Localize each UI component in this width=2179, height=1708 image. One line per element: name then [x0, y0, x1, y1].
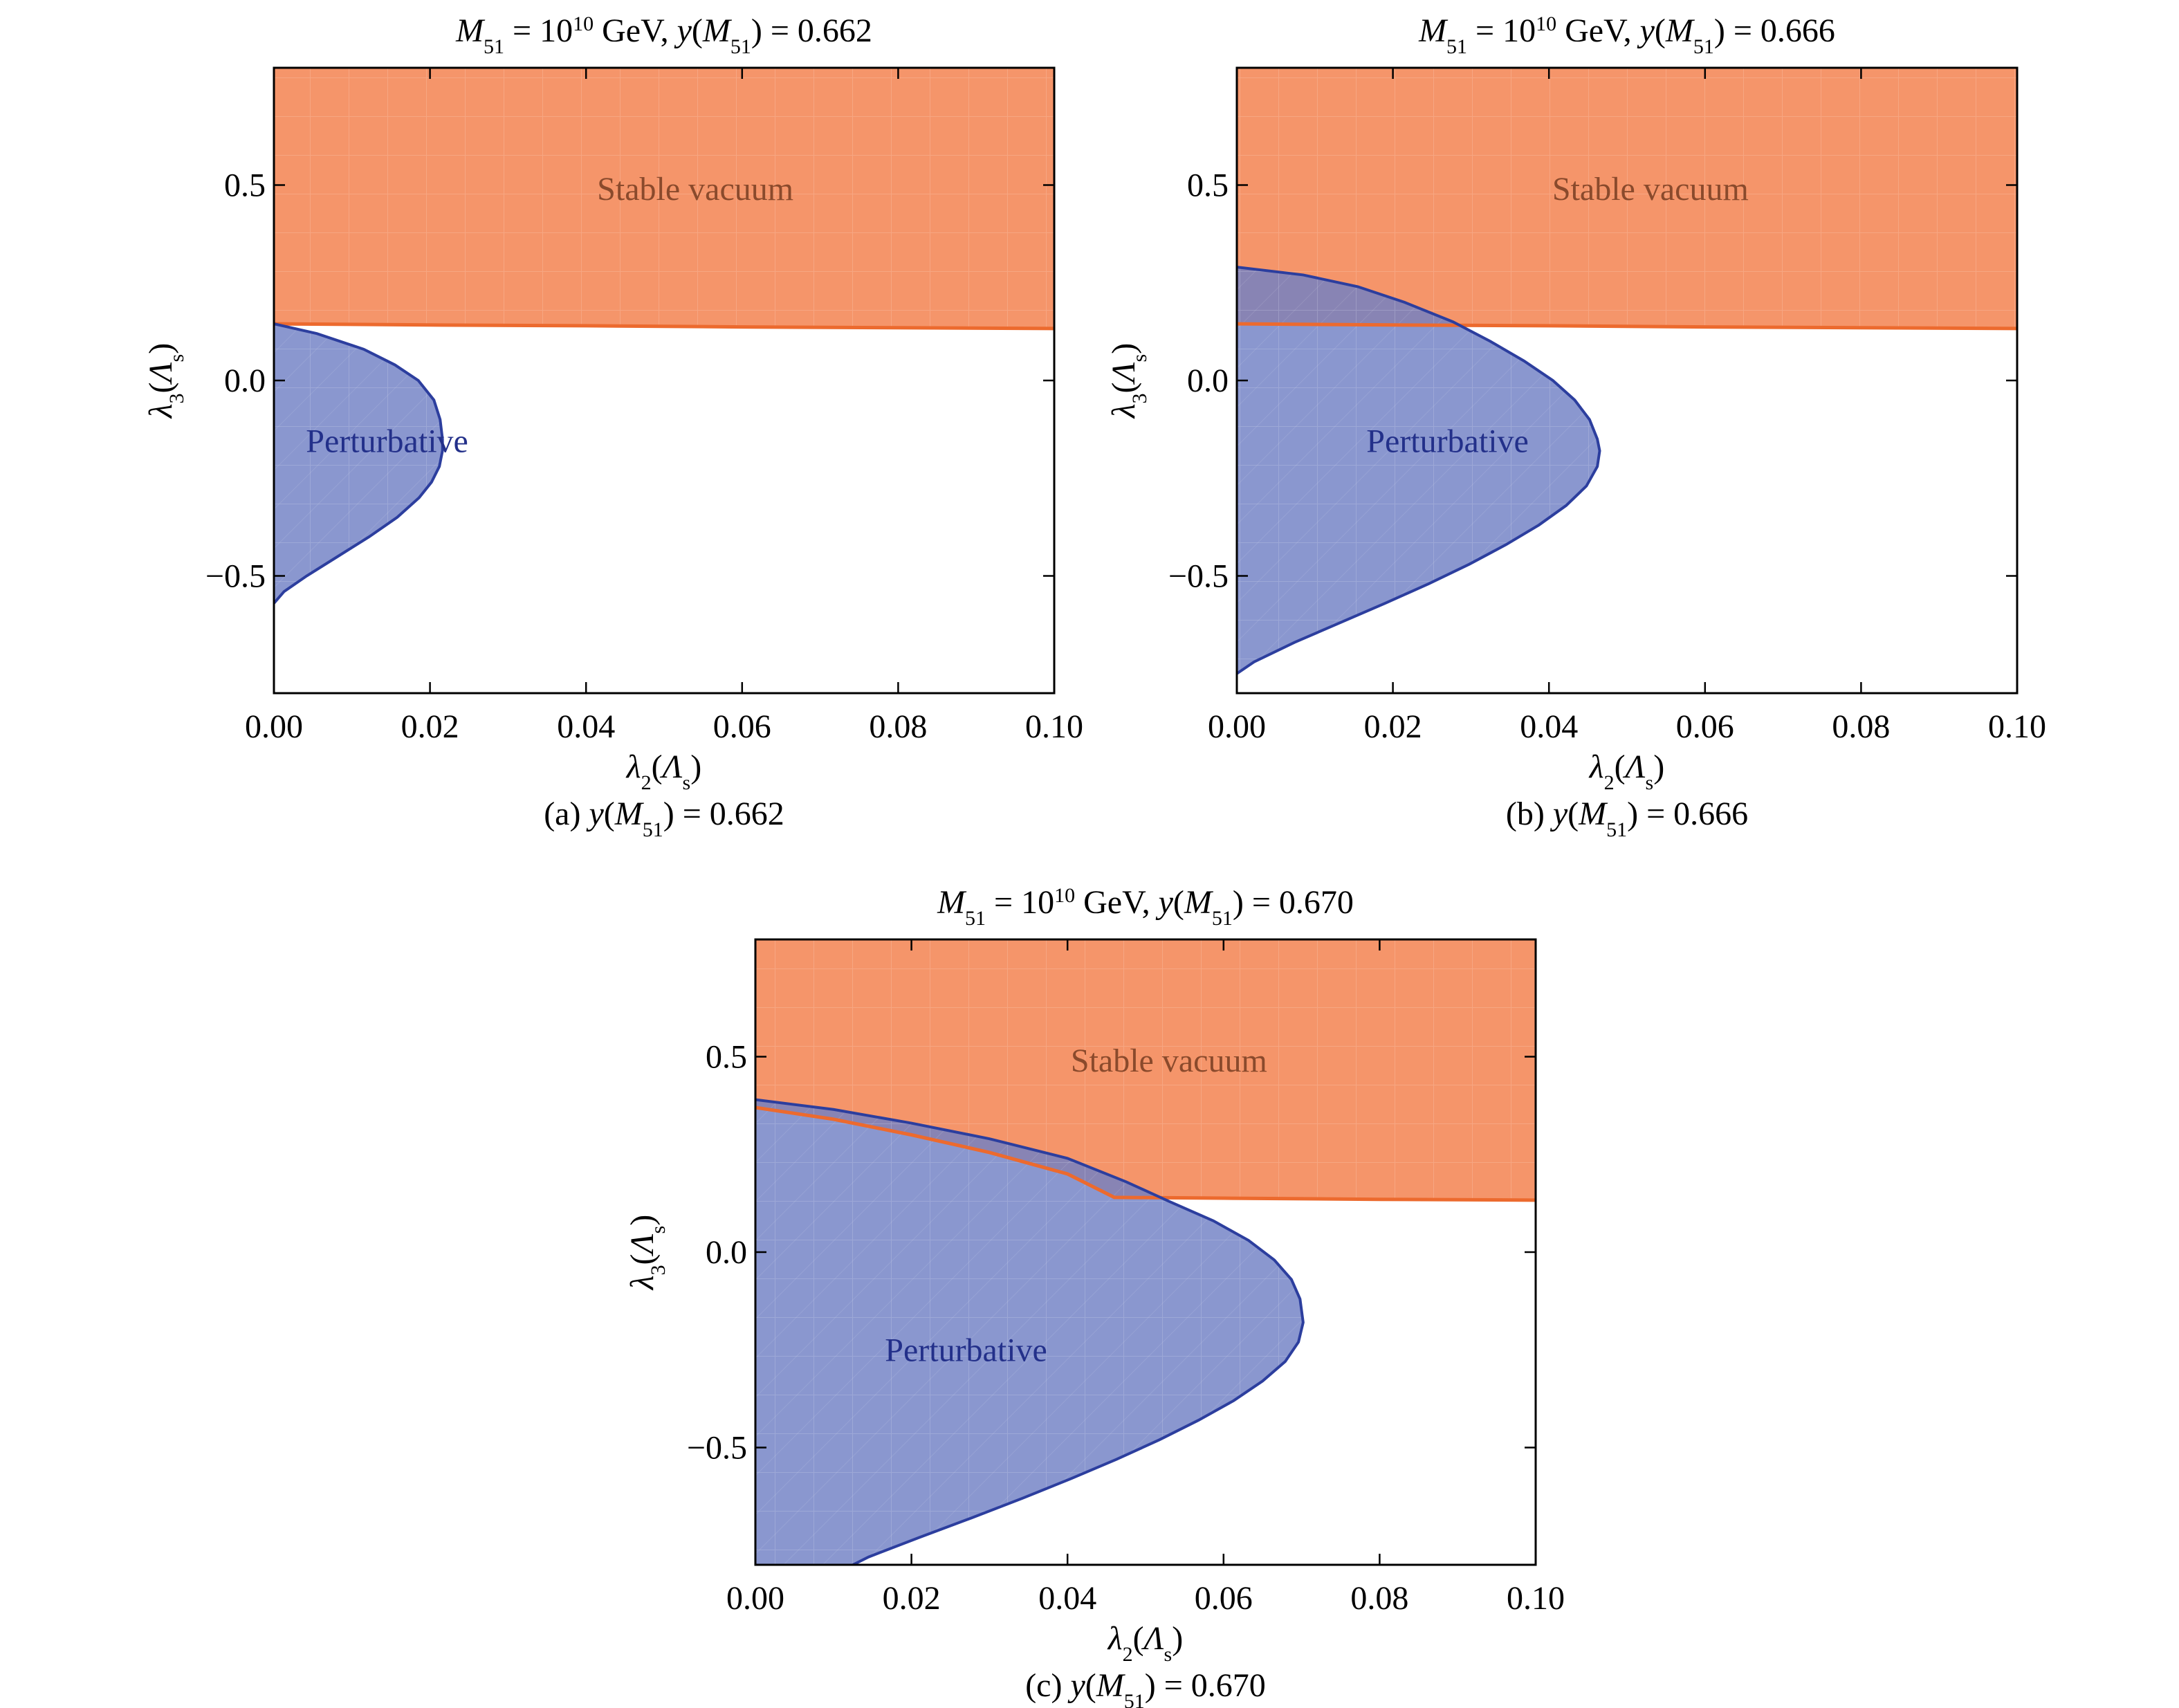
- perturbative-boundary: [274, 322, 444, 605]
- stable-vacuum-texture: [274, 68, 1054, 329]
- panel-b-plot-area: Stable vacuum Perturbative: [1237, 68, 2017, 675]
- panel-c: M51 = 1010 GeV, y(M51) = 0.670 (c) y(M51…: [624, 884, 1565, 1708]
- y-axis-label: λ3(Λs): [1105, 343, 1151, 419]
- x-axis-label: λ2(Λs): [1588, 749, 1664, 794]
- y-tick-label: −0.5: [1168, 558, 1229, 595]
- y-tick-label: 0.0: [706, 1234, 747, 1271]
- x-tick-label: 0.04: [557, 708, 615, 745]
- x-tick-label: 0.06: [1676, 708, 1734, 745]
- stable-vacuum-boundary: [755, 1105, 1536, 1202]
- x-tick-label: 0.10: [1988, 708, 2046, 745]
- panel-b-caption: (b) y(M51) = 0.666: [1506, 796, 1748, 841]
- perturbative-grid-texture: [274, 324, 443, 604]
- perturbative-label: Perturbative: [885, 1332, 1047, 1368]
- y-tick-label: 0.5: [224, 167, 266, 204]
- stable-vacuum-boundary: [274, 322, 1054, 331]
- x-tick-label: 0.04: [1520, 708, 1578, 745]
- perturbative-grid-texture: [755, 1099, 1303, 1565]
- panel-c-plot-area: Stable vacuum Perturbative: [755, 939, 1536, 1565]
- y-tick-label: 0.5: [706, 1039, 747, 1076]
- x-tick-label: 0.00: [245, 708, 303, 745]
- x-tick-label: 0.08: [1350, 1580, 1408, 1617]
- panel-a-plot-area: Stable vacuum Perturbative: [274, 68, 1054, 605]
- x-tick-label: 0.00: [726, 1580, 784, 1617]
- y-axis-label: λ3(Λs): [142, 343, 188, 419]
- stable-vacuum-label: Stable vacuum: [1071, 1043, 1267, 1079]
- panel-a-caption: (a) y(M51) = 0.662: [544, 796, 784, 841]
- stable-vacuum-boundary: [1237, 322, 2017, 331]
- panel-a: M51 = 1010 GeV, y(M51) = 0.662 (a) y(M51…: [142, 12, 1083, 841]
- panel-b: M51 = 1010 GeV, y(M51) = 0.666 (b) y(M51…: [1105, 12, 2046, 841]
- x-tick-label: 0.02: [883, 1580, 941, 1617]
- x-tick-label: 0.02: [1364, 708, 1422, 745]
- stable-vacuum-label: Stable vacuum: [597, 171, 793, 208]
- x-tick-label: 0.08: [1832, 708, 1890, 745]
- perturbative-label: Perturbative: [306, 423, 468, 460]
- x-tick-label: 0.08: [869, 708, 927, 745]
- x-tick-label: 0.02: [401, 708, 459, 745]
- perturbative-grid-texture: [1237, 267, 1600, 674]
- x-tick-label: 0.06: [713, 708, 771, 745]
- y-tick-label: −0.5: [687, 1430, 747, 1467]
- stable-vacuum-texture: [1237, 68, 2017, 329]
- x-tick-label: 0.10: [1025, 708, 1083, 745]
- panel-b-title: M51 = 1010 GeV, y(M51) = 0.666: [1418, 12, 1835, 58]
- perturbative-boundary: [1237, 266, 1601, 675]
- y-tick-label: 0.0: [224, 362, 266, 399]
- y-tick-label: −0.5: [205, 558, 266, 595]
- panel-a-title: M51 = 1010 GeV, y(M51) = 0.662: [455, 12, 872, 58]
- perturbative-label: Perturbative: [1366, 423, 1529, 460]
- x-axis-label: λ2(Λs): [1107, 1620, 1183, 1666]
- x-tick-label: 0.10: [1507, 1580, 1565, 1617]
- stable-vacuum-label: Stable vacuum: [1552, 171, 1749, 208]
- perturbative-boundary: [755, 1098, 1305, 1565]
- y-tick-label: 0.5: [1187, 167, 1229, 204]
- x-axis-label: λ2(Λs): [625, 749, 701, 794]
- y-tick-label: 0.0: [1187, 362, 1229, 399]
- x-tick-label: 0.00: [1208, 708, 1266, 745]
- panel-c-title: M51 = 1010 GeV, y(M51) = 0.670: [937, 884, 1354, 930]
- x-tick-label: 0.04: [1038, 1580, 1096, 1617]
- panel-c-caption: (c) y(M51) = 0.670: [1025, 1667, 1266, 1708]
- x-tick-label: 0.06: [1195, 1580, 1253, 1617]
- y-axis-label: λ3(Λs): [624, 1215, 670, 1291]
